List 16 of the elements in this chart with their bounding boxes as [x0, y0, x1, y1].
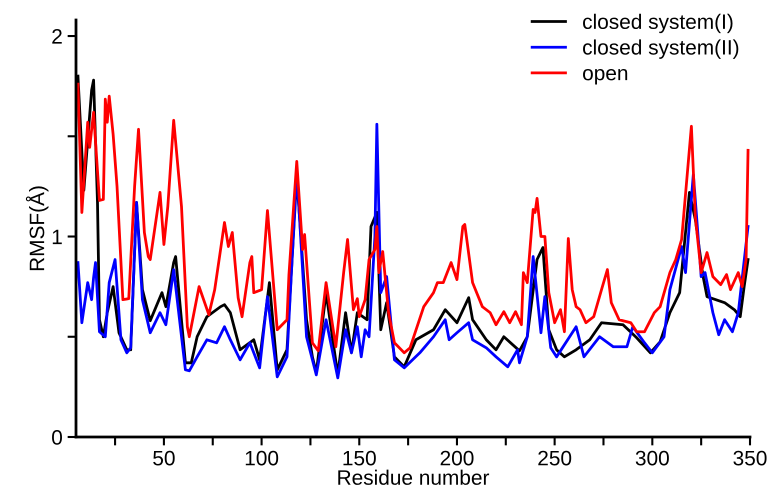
- x-tick-label: 150: [343, 450, 376, 466]
- x-tick-label: 300: [636, 450, 669, 466]
- x-tick-label: 350: [733, 450, 767, 466]
- legend-label: open: [583, 68, 628, 84]
- x-axis-title: Residue number: [338, 470, 490, 485]
- x-tick-label: 250: [538, 450, 572, 466]
- legend-label: closed system(II): [583, 39, 738, 59]
- legend-label: closed system(I): [583, 14, 733, 34]
- line-series: [76, 122, 750, 380]
- y-axis-title: RMSF(Å): [26, 186, 48, 270]
- y-tick-label: 0: [52, 430, 62, 445]
- y-tick-label: 1: [52, 230, 62, 244]
- y-tick-label: 2: [52, 29, 62, 44]
- x-tick-label: 100: [246, 450, 278, 466]
- x-tick-label: 200: [440, 450, 474, 466]
- x-tick-label: 50: [153, 450, 175, 466]
